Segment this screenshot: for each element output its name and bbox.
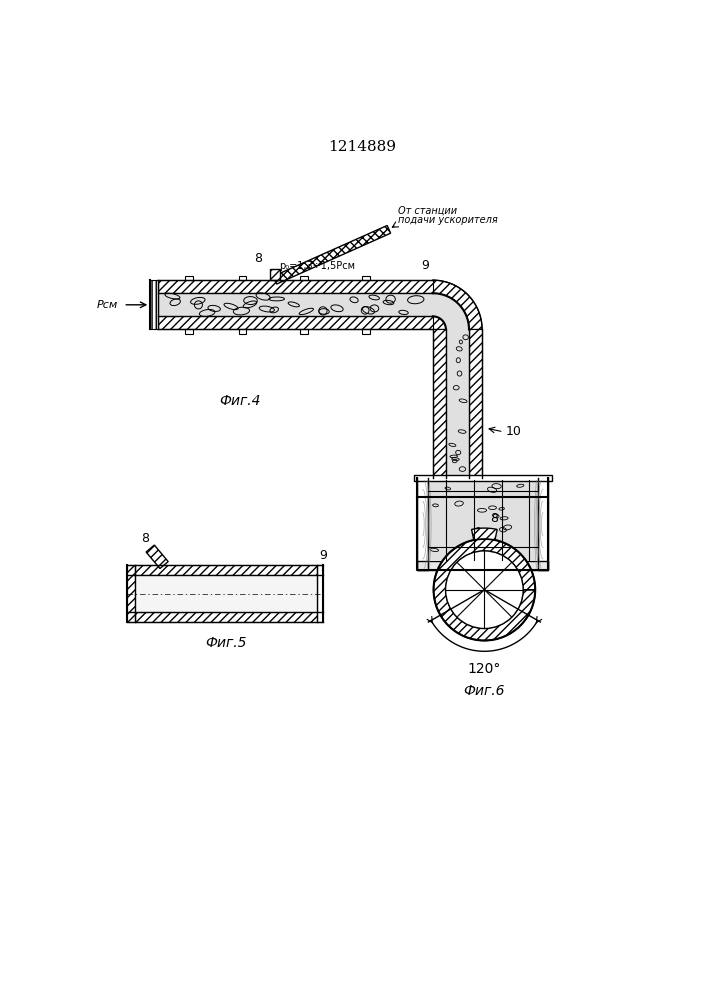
Bar — [127, 565, 135, 622]
Bar — [362, 329, 370, 334]
Text: Фиг.4: Фиг.4 — [220, 394, 261, 408]
Bar — [135, 612, 317, 622]
Text: 1214889: 1214889 — [328, 140, 396, 154]
Bar — [428, 478, 537, 561]
Bar — [300, 329, 308, 334]
Text: Фиг.5: Фиг.5 — [205, 636, 247, 650]
Text: 120°: 120° — [468, 662, 501, 676]
Text: подачи ускорителя: подачи ускорителя — [398, 215, 498, 225]
Bar — [469, 329, 482, 478]
Bar — [239, 276, 247, 280]
Bar — [158, 293, 433, 316]
Bar — [185, 276, 192, 280]
Bar — [158, 280, 433, 293]
Text: p₀=1,3÷1,5Pсм: p₀=1,3÷1,5Pсм — [279, 261, 355, 271]
Bar — [135, 565, 317, 575]
Bar — [414, 475, 552, 481]
Text: 8: 8 — [254, 252, 262, 265]
Bar — [317, 565, 324, 622]
Bar — [537, 478, 549, 570]
Bar — [446, 329, 469, 478]
Text: 10: 10 — [506, 425, 521, 438]
Bar — [417, 478, 428, 570]
Text: Pсм: Pсм — [97, 300, 118, 310]
Text: Фиг.6: Фиг.6 — [464, 684, 505, 698]
Bar — [239, 329, 247, 334]
Polygon shape — [273, 225, 391, 284]
Bar — [433, 329, 446, 478]
Bar — [269, 269, 281, 280]
Bar — [135, 575, 317, 612]
Bar — [417, 561, 549, 570]
Text: 9: 9 — [319, 549, 327, 562]
Text: 9: 9 — [421, 259, 429, 272]
Bar — [150, 280, 158, 329]
Circle shape — [446, 552, 522, 628]
Text: 8: 8 — [491, 512, 498, 525]
Bar — [185, 329, 192, 334]
Polygon shape — [433, 316, 446, 329]
Bar — [362, 276, 370, 280]
Text: 8: 8 — [141, 532, 148, 545]
Bar — [300, 276, 308, 280]
Polygon shape — [472, 528, 497, 540]
Polygon shape — [433, 539, 535, 641]
Polygon shape — [146, 545, 168, 569]
Polygon shape — [433, 280, 482, 329]
Bar — [158, 316, 433, 329]
Polygon shape — [433, 293, 469, 329]
Text: От станции: От станции — [398, 205, 457, 215]
